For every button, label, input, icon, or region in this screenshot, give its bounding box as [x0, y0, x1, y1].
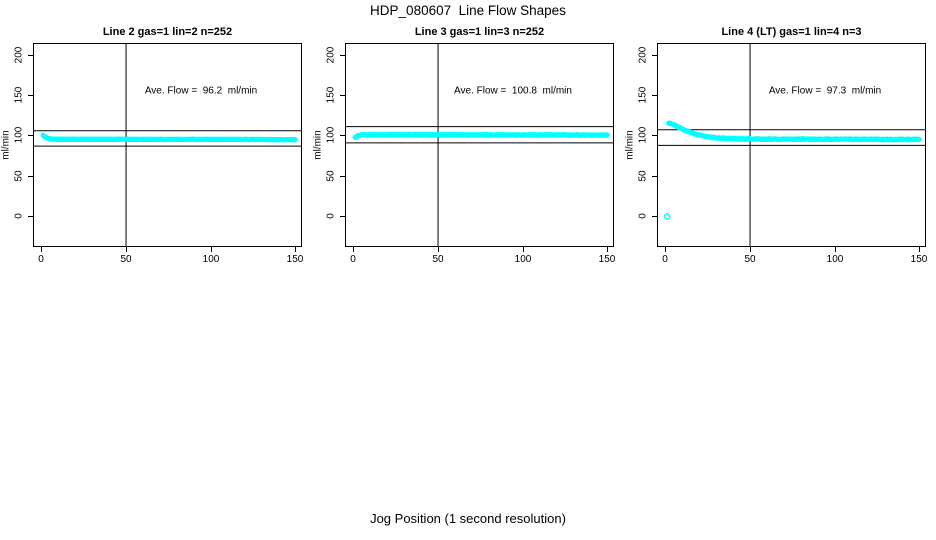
- x-tick-label: 0: [38, 254, 44, 265]
- y-tick-mark: [652, 135, 657, 136]
- annotation-ave-flow: Ave. Flow = 100.8 ml/min: [454, 85, 572, 97]
- x-tick-label: 100: [514, 254, 532, 265]
- x-tick-mark: [835, 247, 836, 252]
- x-tick-mark: [41, 247, 42, 252]
- panel-title: Line 2 gas=1 lin=2 n=252: [102, 26, 233, 38]
- y-tick-mark: [340, 176, 345, 177]
- x-tick-label: 100: [202, 254, 220, 265]
- y-tick-mark: [28, 95, 33, 96]
- y-tick-label: 200: [637, 46, 649, 64]
- x-tick-mark: [353, 247, 354, 252]
- x-tick-label: 150: [286, 254, 304, 265]
- y-tick-label: 200: [13, 46, 25, 64]
- plot-area-panel-3: [657, 43, 926, 247]
- y-tick-mark: [28, 216, 33, 217]
- plot-area-panel-2: [345, 43, 614, 247]
- y-tick-label: 150: [637, 86, 649, 104]
- x-axis-label: Jog Position (1 second resolution): [370, 511, 566, 526]
- y-tick-label: 0: [325, 213, 337, 219]
- y-tick-label: 50: [325, 170, 337, 182]
- y-axis-label: ml/min: [624, 130, 636, 160]
- data-point: [292, 136, 298, 143]
- panel-border: [657, 43, 926, 247]
- x-tick-mark: [211, 247, 212, 252]
- y-tick-label: 150: [325, 86, 337, 104]
- x-tick-mark: [523, 247, 524, 252]
- x-tick-mark: [919, 247, 920, 252]
- x-tick-label: 50: [120, 254, 132, 265]
- data-point: [604, 132, 610, 138]
- y-tick-mark: [340, 135, 345, 136]
- x-tick-label: 150: [598, 254, 616, 265]
- annotation-ave-flow: Ave. Flow = 97.3 ml/min: [768, 85, 882, 97]
- y-tick-label: 150: [13, 86, 25, 104]
- x-tick-mark: [295, 247, 296, 252]
- y-tick-mark: [28, 135, 33, 136]
- y-tick-mark: [340, 55, 345, 56]
- y-tick-label: 100: [637, 126, 649, 144]
- plot-area-panel-1: [33, 43, 302, 247]
- outlier-point: [663, 213, 671, 220]
- panel-border: [345, 43, 614, 247]
- y-tick-mark: [28, 176, 33, 177]
- panel-border: [33, 43, 302, 247]
- chart-title: HDP_080607 Line Flow Shapes: [370, 3, 566, 18]
- y-axis-label: ml/min: [312, 130, 324, 160]
- x-tick-label: 0: [662, 254, 668, 265]
- y-tick-label: 100: [325, 126, 337, 144]
- y-tick-label: 100: [13, 126, 25, 144]
- y-tick-label: 0: [13, 213, 25, 219]
- x-tick-mark: [126, 247, 127, 252]
- y-tick-mark: [652, 95, 657, 96]
- x-tick-label: 50: [432, 254, 444, 265]
- x-tick-mark: [665, 247, 666, 252]
- x-tick-label: 50: [744, 254, 756, 265]
- x-tick-label: 100: [826, 254, 844, 265]
- y-tick-mark: [340, 95, 345, 96]
- annotation-ave-flow: Ave. Flow = 96.2 ml/min: [144, 85, 258, 97]
- x-tick-mark: [438, 247, 439, 252]
- y-tick-mark: [28, 55, 33, 56]
- y-tick-mark: [652, 176, 657, 177]
- y-tick-mark: [340, 216, 345, 217]
- x-tick-mark: [607, 247, 608, 252]
- x-tick-label: 0: [350, 254, 356, 265]
- y-tick-label: 50: [13, 170, 25, 182]
- panel-title: Line 4 (LT) gas=1 lin=4 n=3: [721, 26, 862, 38]
- y-tick-label: 0: [637, 213, 649, 219]
- y-tick-mark: [652, 216, 657, 217]
- y-tick-mark: [652, 55, 657, 56]
- y-tick-label: 200: [325, 46, 337, 64]
- panel-title: Line 3 gas=1 lin=3 n=252: [414, 26, 545, 38]
- y-tick-label: 50: [637, 170, 649, 182]
- data-point: [916, 136, 922, 143]
- y-axis-label: ml/min: [0, 130, 12, 160]
- x-tick-label: 150: [910, 254, 928, 265]
- x-tick-mark: [750, 247, 751, 252]
